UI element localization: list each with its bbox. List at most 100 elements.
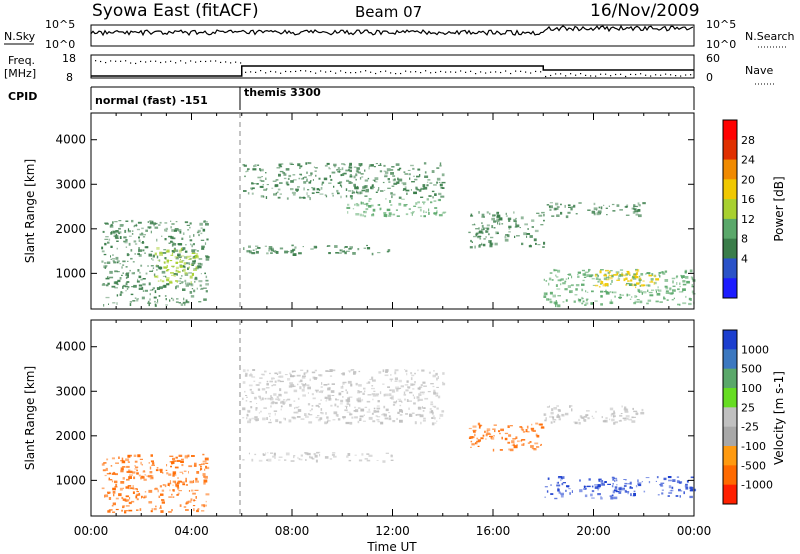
data-cell	[254, 453, 257, 456]
data-cell	[104, 242, 107, 246]
data-cell	[158, 259, 161, 262]
data-cell	[672, 280, 674, 284]
data-cell	[398, 202, 402, 206]
data-cell	[571, 490, 573, 493]
data-cell	[138, 236, 140, 239]
data-cell	[353, 166, 357, 168]
data-cell	[267, 458, 272, 462]
data-cell	[104, 266, 106, 269]
data-cell	[392, 193, 396, 196]
data-cell	[567, 274, 569, 275]
data-region	[543, 405, 645, 425]
data-cell	[314, 170, 317, 172]
data-cell	[311, 393, 314, 396]
data-cell	[558, 491, 561, 494]
data-cell	[325, 400, 328, 402]
data-cell	[619, 269, 624, 271]
data-cell	[319, 417, 323, 420]
data-cell	[441, 212, 446, 214]
data-cell	[347, 397, 350, 400]
data-cell	[316, 188, 320, 191]
data-cell	[178, 256, 182, 258]
data-cell	[130, 293, 134, 296]
nave-dot	[155, 60, 157, 62]
data-cell	[634, 205, 638, 208]
data-cell	[499, 432, 501, 435]
data-cell	[441, 173, 445, 177]
data-cell	[275, 251, 279, 254]
data-cell	[116, 240, 119, 242]
data-cell	[199, 469, 202, 471]
data-cell	[378, 187, 380, 190]
data-cell	[633, 205, 635, 207]
data-cell	[682, 283, 687, 286]
data-cell	[411, 181, 415, 183]
data-cell	[434, 392, 439, 395]
data-cell	[157, 299, 159, 302]
data-cell	[483, 243, 486, 247]
data-cell	[490, 436, 495, 440]
data-cell	[484, 430, 486, 433]
data-cell	[346, 402, 349, 405]
data-cell	[425, 211, 427, 213]
data-cell	[513, 445, 518, 449]
data-cell	[135, 466, 139, 468]
data-cell	[549, 300, 553, 304]
nave-dot	[425, 70, 427, 72]
data-cell	[358, 391, 363, 393]
data-cell	[618, 487, 622, 491]
data-cell	[566, 485, 569, 488]
data-cell	[253, 380, 256, 382]
data-cell	[394, 377, 398, 381]
colorbar-tick-label: 100	[741, 382, 762, 395]
data-cell	[354, 203, 356, 206]
data-cell	[127, 461, 130, 463]
data-cell	[367, 177, 370, 180]
y-tick-label: 3000	[55, 177, 86, 191]
data-cell	[181, 275, 183, 277]
data-cell	[323, 384, 328, 386]
data-cell	[252, 249, 255, 251]
data-cell	[110, 245, 113, 248]
data-cell	[247, 192, 250, 195]
data-cell	[179, 282, 182, 285]
data-cell	[331, 395, 335, 396]
data-cell	[109, 270, 113, 274]
data-cell	[497, 215, 499, 217]
data-cell	[350, 383, 353, 387]
data-cell	[126, 275, 129, 278]
data-cell	[592, 284, 596, 286]
data-cell	[434, 193, 437, 196]
data-cell	[172, 480, 176, 483]
data-cell	[320, 386, 323, 388]
data-cell	[521, 443, 524, 446]
data-cell	[633, 490, 636, 493]
data-cell	[379, 163, 382, 165]
data-cell	[248, 374, 253, 377]
data-cell	[561, 414, 565, 417]
data-cell	[166, 259, 169, 262]
colorbar-swatch	[723, 278, 737, 299]
data-cell	[142, 290, 145, 292]
data-cell	[619, 296, 622, 299]
data-cell	[369, 378, 373, 381]
data-cell	[414, 178, 418, 181]
data-cell	[206, 466, 210, 470]
data-cell	[172, 489, 175, 492]
data-cell	[368, 198, 372, 200]
data-cell	[432, 385, 435, 388]
data-cell	[691, 290, 695, 293]
x-tick-label: 20:00	[576, 524, 611, 538]
data-cell	[170, 254, 174, 256]
data-cell	[279, 182, 283, 184]
data-cell	[436, 209, 438, 213]
data-cell	[249, 250, 252, 254]
data-cell	[633, 204, 636, 207]
data-cell	[172, 496, 175, 498]
nave-dot	[380, 71, 382, 73]
data-cell	[626, 418, 629, 420]
data-cell	[545, 417, 547, 420]
data-cell	[390, 374, 392, 376]
data-cell	[611, 494, 614, 497]
data-cell	[205, 279, 209, 282]
